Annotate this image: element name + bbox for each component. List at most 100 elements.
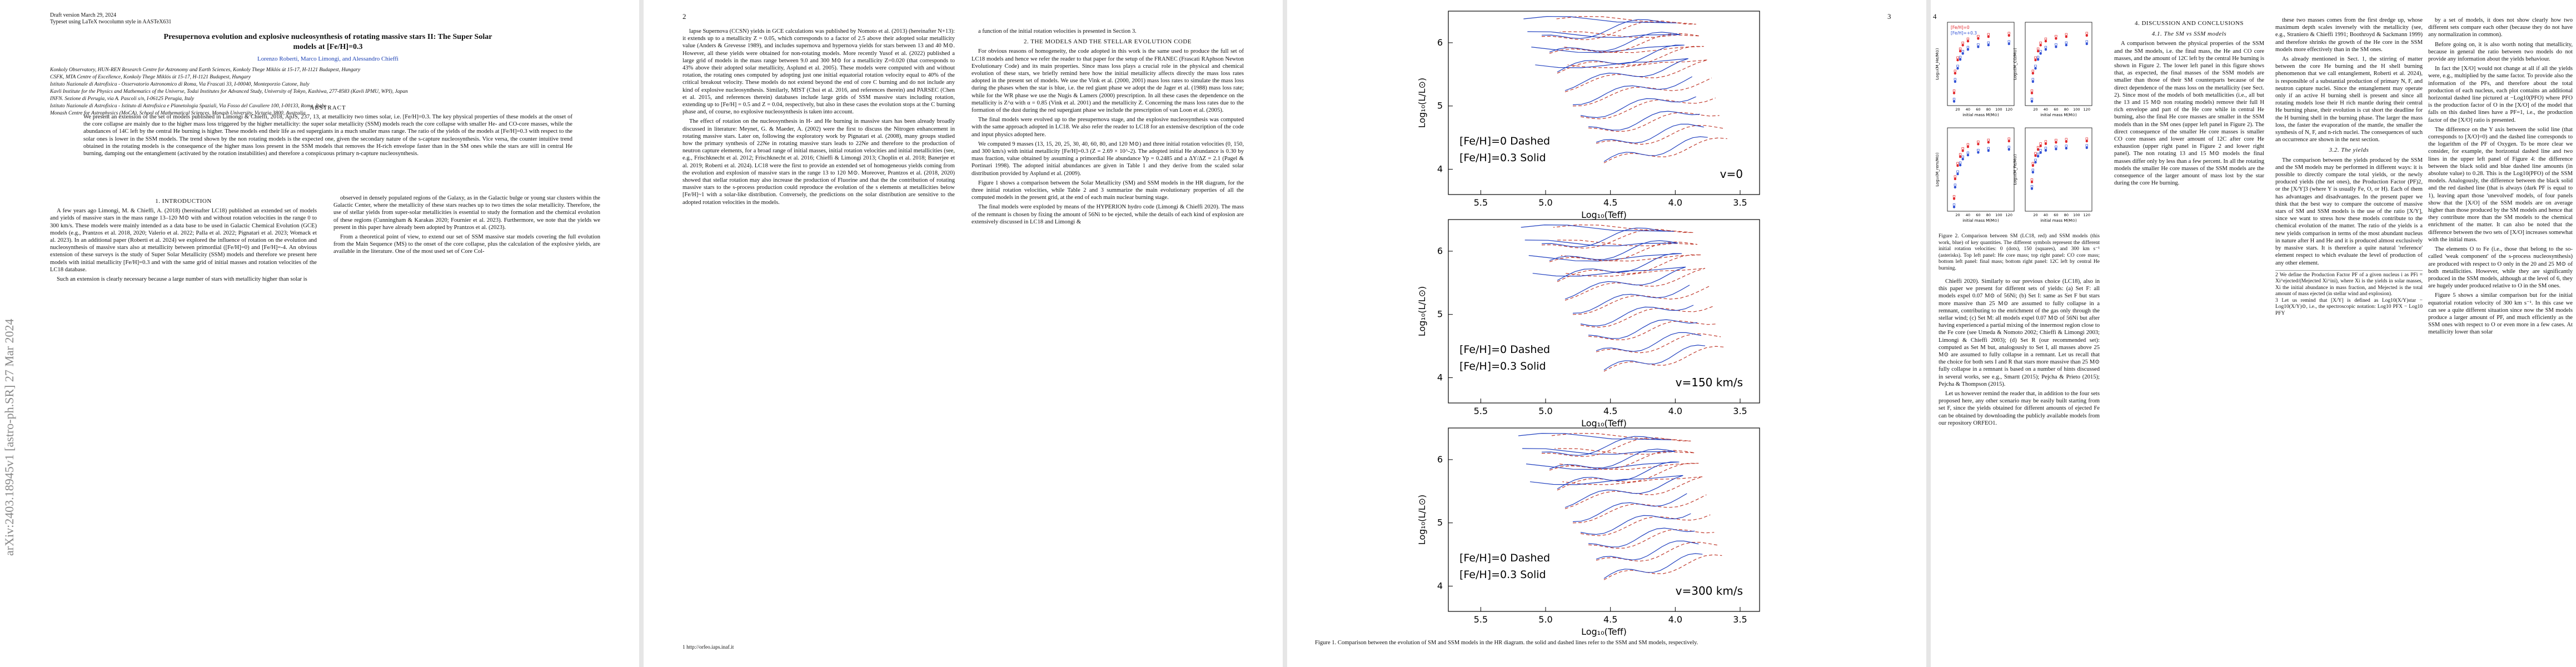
paper-title: Presupernova evolution and explosive nuc… xyxy=(50,32,606,52)
ssm-track xyxy=(1596,332,1702,352)
ssm-point xyxy=(2031,80,2035,83)
y-tick-label: 5 xyxy=(1437,517,1443,528)
x-axis-label: initial mass M(M⊙) xyxy=(1962,218,1999,223)
paragraph: The elements O to Fe (i.e., those that b… xyxy=(2428,246,2573,290)
sm-point xyxy=(2085,140,2088,143)
ssm-point xyxy=(1961,158,1964,161)
affiliation: INFN. Sezione di Perugia, via A. Pascoli… xyxy=(50,96,195,102)
ssm-point xyxy=(2065,147,2068,150)
page-gap xyxy=(1283,0,1287,667)
x-tick-label: 4.5 xyxy=(1603,197,1617,208)
sm-square xyxy=(2055,34,2057,38)
ssm-square xyxy=(2055,43,2057,46)
paragraph: The effect of rotation on the nucleosynt… xyxy=(682,118,955,206)
ssm-point xyxy=(1954,80,1957,83)
sm-square xyxy=(2044,37,2047,41)
x-tick-label: 80 xyxy=(1986,107,1991,112)
ssm-point xyxy=(1966,48,1970,51)
legend-dashed: [Fe/H]=0 Dashed xyxy=(1459,344,1550,356)
author-list[interactable]: Lorenzo Roberti, Marco Limongi, and Ales… xyxy=(257,56,398,62)
sm-track xyxy=(1572,77,1712,107)
sm-square xyxy=(1954,175,1956,178)
ssm-square xyxy=(1977,148,1980,152)
ssm-point xyxy=(1956,67,1959,70)
ssm-track xyxy=(1523,16,1677,39)
velocity-label: v=150 km/s xyxy=(1676,376,1743,389)
y-axis-label: Log₁₀(M_CO/M⊙) xyxy=(2013,48,2017,80)
ssm-point xyxy=(2039,151,2042,154)
ssm-square xyxy=(2065,145,2067,147)
page-number: 3 xyxy=(1887,12,1891,21)
sm-point xyxy=(1952,92,1956,94)
paragraph: Such an extension is clearly necessary b… xyxy=(57,276,307,283)
ssm-square xyxy=(2031,168,2034,171)
sm-point xyxy=(2055,37,2057,40)
footnote: 3 Let us remind that [X/Y] is defined as… xyxy=(2275,297,2423,316)
affiliation: Monash Centre for Astrophysics (MoCA), S… xyxy=(50,111,306,116)
ssm-track xyxy=(1603,553,1703,579)
sm-square xyxy=(2034,152,2037,155)
x-tick-label: 80 xyxy=(2064,107,2069,112)
x-axis-label: initial mass M(M⊙) xyxy=(1962,113,1999,117)
y-axis-label: Log₁₀(L/L⊙) xyxy=(1417,495,1427,545)
sm-point xyxy=(2036,49,2040,53)
paragraph: observed in densely populated regions of… xyxy=(333,195,600,231)
paragraph: Chieffi 2020). Similarly to our previous… xyxy=(1939,278,2100,387)
ssm-square xyxy=(1959,56,1962,58)
y-axis-label: Log₁₀(L/L⊙) xyxy=(1417,78,1427,128)
y-tick-label: 5 xyxy=(1437,101,1443,111)
sm-point xyxy=(1961,44,1964,47)
velocity-label: v=0 xyxy=(1720,167,1743,181)
ssm-point xyxy=(1952,100,1956,103)
sm-track xyxy=(1557,254,1702,282)
sm-track xyxy=(1603,137,1727,163)
ssm-point xyxy=(2007,42,2010,46)
sm-square xyxy=(2031,69,2034,72)
ssm-track xyxy=(1528,253,1682,281)
legend-dashed: [Fe/H]=0 Dashed xyxy=(1459,135,1550,147)
sm-square xyxy=(1956,162,1959,165)
sm-track xyxy=(1549,31,1700,54)
x-axis-label: Log₁₀(Teff) xyxy=(1581,626,1627,637)
ssm-square xyxy=(2036,152,2040,156)
sm-track xyxy=(1580,514,1711,536)
ssm-square xyxy=(1952,98,1956,101)
sm-track xyxy=(1564,268,1706,301)
x-tick-label: 4.5 xyxy=(1603,406,1617,416)
page1-left-column: 1. INTRODUCTION A few years ago Limongi,… xyxy=(50,195,317,285)
ssm-track xyxy=(1532,266,1686,300)
ssm-point xyxy=(1987,149,1990,152)
paragraph: For obvious reasons of homogeneity, the … xyxy=(971,48,1244,114)
hr-panel: 5.5 5.0 4.5 4.0 3.5 4 5 6 Log₁₀(L/L⊙) Log₁₀(Teff)… xyxy=(1417,11,1760,220)
y-tick-label: 6 xyxy=(1437,454,1443,465)
sm-point xyxy=(2044,39,2047,43)
sm-track xyxy=(1541,16,1696,41)
ssm-point xyxy=(2085,146,2088,150)
ssm-square xyxy=(1966,151,1970,155)
x-tick-label: 120 xyxy=(2006,107,2012,112)
paragraph: The comparison between the yields produc… xyxy=(2275,157,2423,266)
sm-point xyxy=(1966,39,1970,43)
sm-square xyxy=(2039,142,2042,145)
section-heading: 1. INTRODUCTION xyxy=(155,198,212,205)
sm-track xyxy=(1596,125,1723,145)
hr-panel: 5.5 5.0 4.5 4.0 3.5 4 5 6 Log₁₀(L/L⊙) Log₁₀(Teff)… xyxy=(1417,219,1760,429)
ssm-point xyxy=(2055,46,2057,48)
sm-track xyxy=(1580,97,1716,120)
page4-right-column: these two masses comes from the first dr… xyxy=(2275,17,2423,317)
sm-point xyxy=(2031,164,2035,167)
page5-column: by a set of models, it does not show cle… xyxy=(2428,17,2573,339)
sm-track xyxy=(1557,46,1704,74)
hr-diagram-figure: 5.5 5.0 4.5 4.0 3.5 4 5 6 Log₁₀(L/L⊙) Log₁₀(Teff)… xyxy=(1417,11,1760,637)
ssm-square xyxy=(2031,78,2034,81)
page2-right-column: a function of the initial rotation veloc… xyxy=(971,28,1244,228)
x-tick-label: 100 xyxy=(2073,107,2080,112)
y-tick-label: 4 xyxy=(1437,580,1443,591)
ssm-track xyxy=(1588,319,1698,339)
ssm-square xyxy=(1954,183,1956,186)
ssm-square xyxy=(1987,41,1990,44)
ssm-square xyxy=(2030,98,2034,101)
ssm-track xyxy=(1529,475,1683,508)
abstract-heading: ABSTRACT xyxy=(310,104,346,111)
sm-point xyxy=(1954,177,1957,181)
